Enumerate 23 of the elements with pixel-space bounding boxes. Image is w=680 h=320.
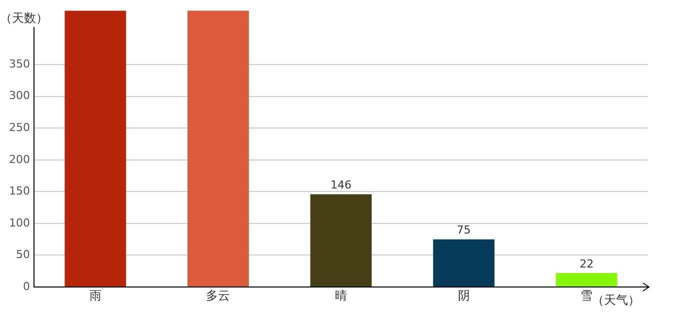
y-tick-label: 0 (23, 280, 30, 293)
x-tick-label: 雨 (89, 288, 102, 302)
y-axis-title: （天数） (0, 10, 49, 27)
data-label: 146 (330, 178, 352, 192)
y-tick-label: 300 (9, 89, 30, 102)
bar (556, 273, 618, 286)
bar (310, 194, 372, 286)
y-tick-label: 350 (9, 57, 30, 70)
y-tick-label: 50 (16, 248, 30, 262)
data-label: 75 (456, 224, 471, 237)
y-tick-label: 100 (9, 216, 30, 230)
data-label: 22 (580, 257, 594, 270)
x-tick-label: 晴 (335, 288, 347, 302)
y-tick-label: 150 (9, 184, 30, 198)
x-tick-label: 多云 (206, 288, 230, 302)
y-tick-label: 200 (9, 152, 30, 166)
x-axis-title: （天气） (592, 292, 640, 309)
x-tick-label: 雪 (580, 288, 593, 302)
y-tick-label: 250 (9, 121, 30, 134)
bar (64, 10, 126, 286)
x-tick-label: 阴 (458, 288, 470, 302)
bar (188, 10, 249, 286)
bar (433, 239, 494, 286)
